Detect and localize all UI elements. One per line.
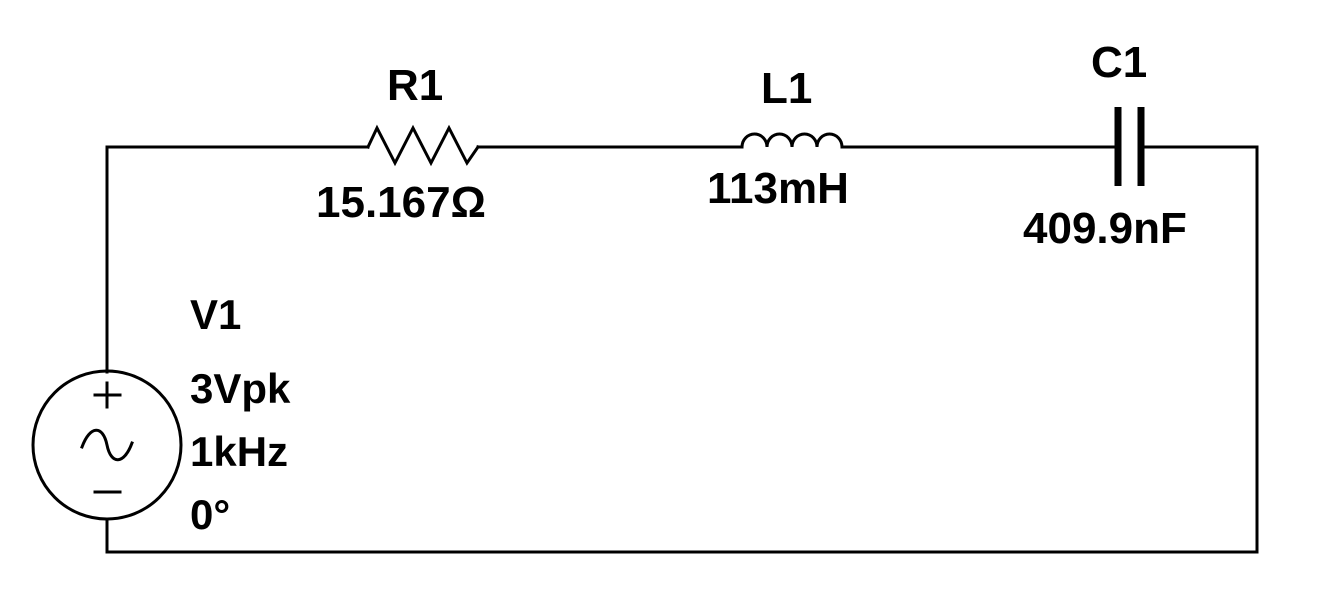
c1-value-label: 409.9nF — [1023, 204, 1187, 253]
voltage-source-v1-circle — [31, 369, 183, 521]
r1-value-label: 15.167Ω — [316, 178, 486, 227]
v1-amplitude-label: 3Vpk — [190, 365, 291, 412]
ac-wave-icon — [80, 428, 134, 462]
v1-frequency-label: 1kHz — [190, 428, 289, 475]
wire-top-left — [105, 145, 370, 374]
c1-ref-label: C1 — [1091, 38, 1148, 87]
resistor-r1-symbol — [366, 124, 481, 167]
inductor-l1-symbol — [740, 132, 844, 149]
v1-ref-label: V1 — [190, 291, 242, 338]
wire-right-bottom — [105, 145, 1259, 554]
r1-ref-label: R1 — [387, 61, 444, 110]
l1-ref-label: L1 — [761, 64, 813, 113]
l1-value-label: 113mH — [707, 164, 849, 213]
v1-phase-label: 0° — [190, 491, 231, 538]
